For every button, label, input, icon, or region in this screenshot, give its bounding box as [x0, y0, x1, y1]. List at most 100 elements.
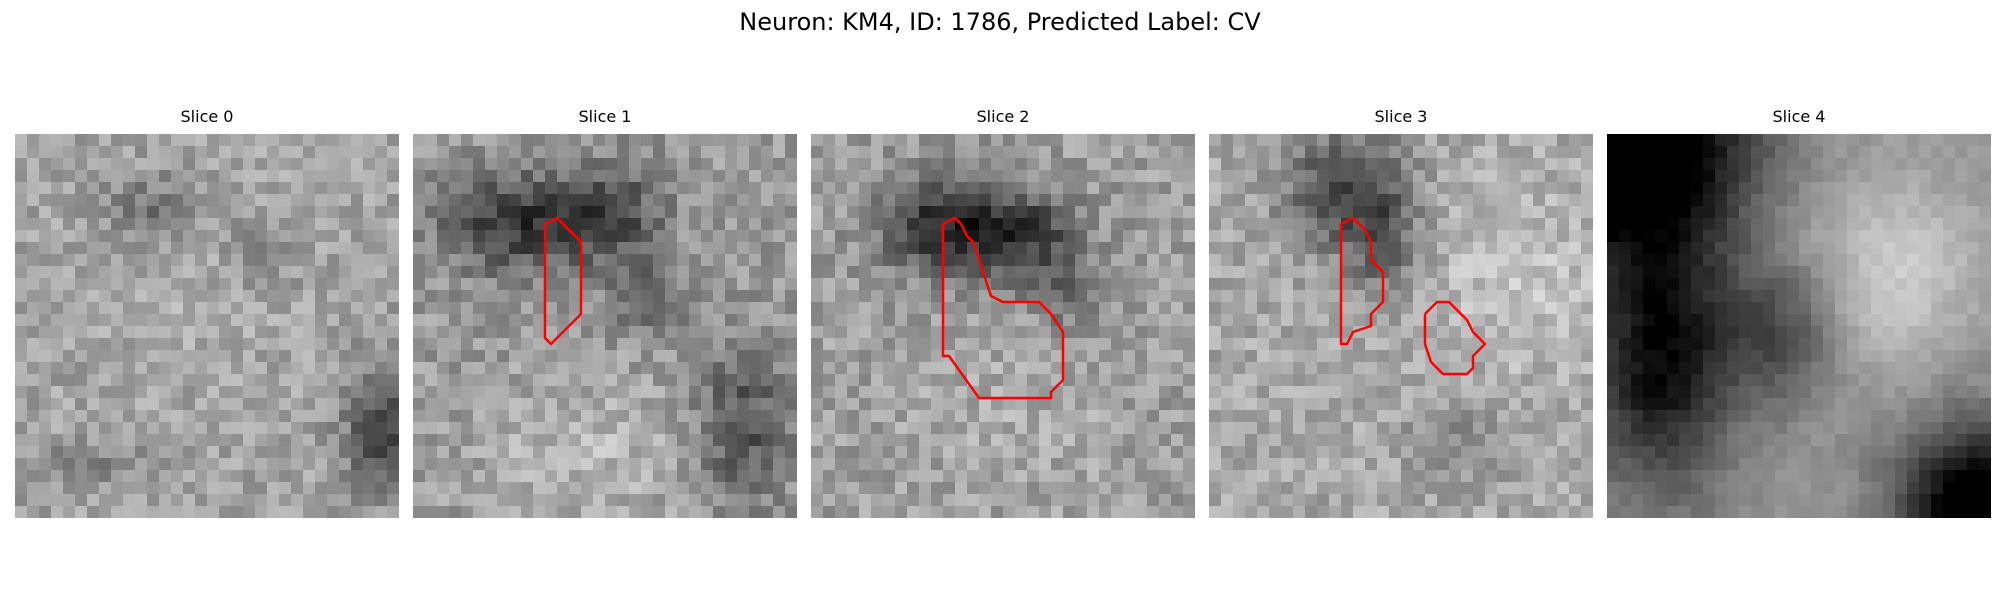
- image-pixel: [931, 242, 944, 255]
- image-pixel: [1123, 242, 1136, 255]
- image-pixel: [231, 314, 244, 327]
- image-pixel: [1509, 482, 1522, 495]
- image-pixel: [51, 482, 64, 495]
- image-pixel: [267, 374, 280, 387]
- image-pixel: [859, 446, 872, 459]
- image-pixel: [991, 266, 1004, 279]
- image-pixel: [1931, 206, 1944, 219]
- image-pixel: [267, 278, 280, 291]
- image-pixel: [1847, 158, 1860, 171]
- image-pixel: [413, 374, 426, 387]
- image-pixel: [147, 470, 160, 483]
- image-pixel: [701, 338, 714, 351]
- image-pixel: [1967, 434, 1980, 447]
- image-pixel: [1099, 158, 1112, 171]
- image-pixel: [725, 230, 738, 243]
- image-pixel: [931, 302, 944, 315]
- image-pixel: [1691, 398, 1704, 411]
- image-pixel: [1691, 158, 1704, 171]
- image-pixel: [123, 338, 136, 351]
- image-pixel: [1859, 158, 1872, 171]
- image-pixel: [967, 290, 980, 303]
- image-pixel: [243, 506, 256, 518]
- image-pixel: [629, 134, 642, 147]
- image-pixel: [533, 290, 546, 303]
- image-pixel: [135, 446, 148, 459]
- image-pixel: [1799, 374, 1812, 387]
- image-pixel: [1269, 134, 1282, 147]
- image-pixel: [473, 494, 486, 507]
- image-pixel: [737, 290, 750, 303]
- image-pixel: [1245, 434, 1258, 447]
- image-pixel: [219, 194, 232, 207]
- image-pixel: [1967, 386, 1980, 399]
- image-pixel: [919, 230, 932, 243]
- image-pixel: [871, 266, 884, 279]
- image-pixel: [1183, 278, 1195, 291]
- image-pixel: [1269, 266, 1282, 279]
- image-pixel: [111, 506, 124, 518]
- image-pixel: [713, 398, 726, 411]
- image-pixel: [967, 446, 980, 459]
- image-pixel: [1763, 326, 1776, 339]
- image-pixel: [581, 290, 594, 303]
- image-pixel: [581, 386, 594, 399]
- image-pixel: [1461, 302, 1474, 315]
- image-pixel: [1715, 338, 1728, 351]
- image-pixel: [677, 266, 690, 279]
- image-pixel: [1245, 146, 1258, 159]
- image-pixel: [15, 506, 28, 518]
- image-pixel: [1811, 266, 1824, 279]
- image-pixel: [1293, 170, 1306, 183]
- image-pixel: [1667, 350, 1680, 363]
- image-pixel: [1389, 254, 1402, 267]
- image-pixel: [847, 146, 860, 159]
- image-pixel: [859, 230, 872, 243]
- image-pixel: [1123, 434, 1136, 447]
- image-pixel: [931, 314, 944, 327]
- image-pixel: [63, 182, 76, 195]
- image-pixel: [1269, 194, 1282, 207]
- image-pixel: [1631, 410, 1644, 423]
- image-pixel: [1425, 218, 1438, 231]
- image-pixel: [485, 302, 498, 315]
- image-pixel: [725, 434, 738, 447]
- image-pixel: [231, 410, 244, 423]
- image-pixel: [339, 398, 352, 411]
- image-pixel: [1967, 170, 1980, 183]
- image-pixel: [1401, 398, 1414, 411]
- image-pixel: [823, 266, 836, 279]
- image-pixel: [1631, 350, 1644, 363]
- image-pixel: [147, 446, 160, 459]
- image-pixel: [1377, 170, 1390, 183]
- image-pixel: [1329, 146, 1342, 159]
- image-pixel: [1413, 422, 1426, 435]
- image-pixel: [303, 242, 316, 255]
- image-pixel: [991, 398, 1004, 411]
- image-pixel: [375, 170, 388, 183]
- image-pixel: [1147, 278, 1160, 291]
- image-pixel: [1775, 446, 1788, 459]
- image-pixel: [473, 338, 486, 351]
- image-pixel: [159, 362, 172, 375]
- image-pixel: [315, 494, 328, 507]
- image-pixel: [231, 422, 244, 435]
- image-pixel: [617, 470, 630, 483]
- image-pixel: [123, 134, 136, 147]
- image-pixel: [1317, 146, 1330, 159]
- image-pixel: [773, 446, 786, 459]
- image-pixel: [1607, 242, 1620, 255]
- image-pixel: [859, 146, 872, 159]
- image-pixel: [1907, 410, 1920, 423]
- image-pixel: [629, 194, 642, 207]
- image-pixel: [1497, 134, 1510, 147]
- image-pixel: [1003, 362, 1016, 375]
- image-pixel: [883, 458, 896, 471]
- image-pixel: [1533, 146, 1546, 159]
- image-pixel: [859, 482, 872, 495]
- image-pixel: [1377, 434, 1390, 447]
- image-pixel: [1883, 266, 1896, 279]
- image-pixel: [99, 422, 112, 435]
- image-pixel: [931, 470, 944, 483]
- image-pixel: [473, 194, 486, 207]
